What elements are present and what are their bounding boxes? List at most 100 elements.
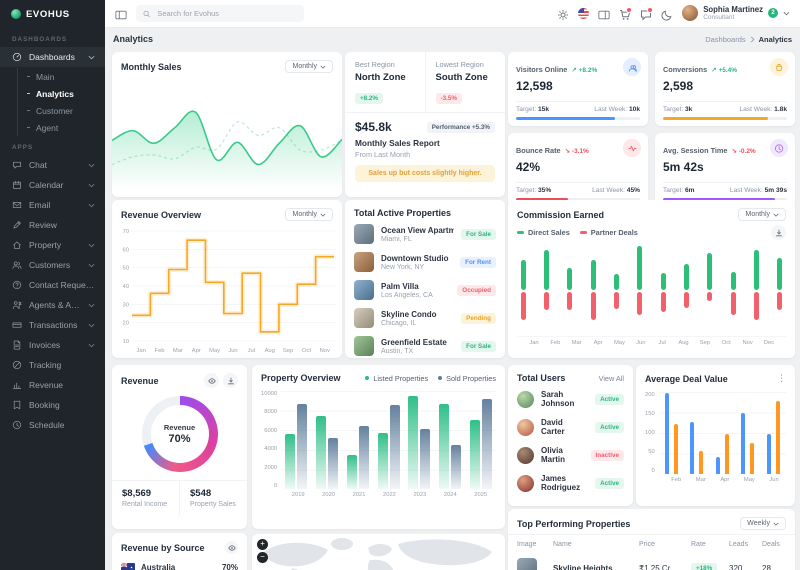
sidebar-item-customers[interactable]: Customers bbox=[0, 255, 105, 275]
sidebar-item-review[interactable]: Review bbox=[0, 215, 105, 235]
revenue-overview-range-dropdown[interactable]: Monthly bbox=[285, 208, 333, 221]
kpi-header: Avg. Session Time ↘ -0.2% bbox=[663, 140, 787, 158]
property-name: Greenfield Estate bbox=[381, 337, 447, 347]
map-zoom-out-button[interactable]: − bbox=[257, 552, 268, 563]
property-name: Skyline Heights bbox=[553, 563, 613, 570]
world-map[interactable] bbox=[252, 534, 505, 570]
x-axis-label: 2024 bbox=[443, 492, 457, 498]
breadcrumb-root[interactable]: Dashboards bbox=[705, 34, 746, 44]
table-row[interactable]: Skyline Heights ₹1.25 Cr +18% 320 28 bbox=[508, 554, 795, 570]
sold-bar bbox=[297, 403, 308, 489]
column-header-rate: Rate bbox=[691, 541, 706, 548]
dark-mode-moon-icon[interactable] bbox=[661, 8, 673, 21]
property-status-badge: For Sale bbox=[461, 340, 496, 352]
revenue-eye-button[interactable] bbox=[204, 373, 219, 388]
user-list-item[interactable]: David Carter Active bbox=[508, 413, 633, 441]
sidebar-item-agent[interactable]: Agent bbox=[18, 119, 105, 136]
user-menu[interactable]: Sophia Martinez Consultant 2 bbox=[682, 5, 790, 22]
sidebar-item-revenue[interactable]: Revenue bbox=[0, 375, 105, 395]
kpi-progress bbox=[663, 198, 787, 201]
eye-icon bbox=[207, 377, 216, 384]
user-avatar bbox=[517, 390, 534, 408]
commission-download-button[interactable] bbox=[771, 225, 786, 240]
sidebar-item-transactions[interactable]: Transactions bbox=[0, 315, 105, 335]
kebab-menu-icon[interactable]: ⋮ bbox=[777, 373, 786, 383]
property-list-item[interactable]: Skyline Condo Chicago, IL Pending bbox=[345, 304, 505, 332]
chevron-down-icon bbox=[320, 65, 326, 69]
settings-gear-icon[interactable] bbox=[557, 8, 569, 20]
property-list-item[interactable]: Downtown Studio New York, NY For Rent bbox=[345, 248, 505, 276]
sidebar-subitem-label: Main bbox=[36, 71, 55, 82]
logo[interactable]: EVOHUS bbox=[0, 0, 105, 28]
logo-text: EVOHUS bbox=[26, 8, 70, 20]
sidebar-item-schedule[interactable]: Schedule bbox=[0, 415, 105, 435]
sidebar-item-contact-requests[interactable]: Contact Requests bbox=[0, 275, 105, 295]
sidebar-item-chat[interactable]: Chat bbox=[0, 155, 105, 175]
sidebar-item-main[interactable]: Main bbox=[18, 68, 105, 85]
sidebar-item-agents-agencies[interactable]: Agents & Agencies bbox=[0, 295, 105, 315]
sidebar-item-dashboards[interactable]: Dashboards bbox=[0, 47, 105, 67]
commission-range-dropdown[interactable]: Monthly bbox=[738, 208, 786, 221]
logo-icon bbox=[11, 9, 21, 19]
svg-text:20: 20 bbox=[123, 321, 129, 327]
sidebar-subitem-label: Analytics bbox=[36, 88, 74, 99]
average-deal-y-axis: 200 150 100 50 0 bbox=[645, 392, 659, 474]
view-all-link[interactable]: View All bbox=[598, 373, 624, 383]
sidebar-item-analytics[interactable]: Analytics bbox=[18, 85, 105, 102]
column-header-name: Name bbox=[553, 541, 572, 548]
user-list-item[interactable]: James Rodriguez Active bbox=[508, 469, 633, 497]
svg-text:10: 10 bbox=[123, 339, 129, 345]
property-list-item[interactable]: Palm Villa Los Angeles, CA Occupied bbox=[345, 276, 505, 304]
sidebar-item-tracking[interactable]: Tracking bbox=[0, 355, 105, 375]
property-name: Skyline Condo bbox=[381, 309, 437, 319]
property-list-item[interactable]: Greenfield Estate Austin, TX For Sale bbox=[345, 332, 505, 358]
property-list-item[interactable]: Ocean View ApartmentMiami, FL For Sale bbox=[345, 220, 505, 248]
map-zoom-in-button[interactable]: + bbox=[257, 539, 268, 550]
sidebar-submenu: Main Analytics Customer Agent bbox=[17, 68, 105, 136]
commission-column-dec bbox=[777, 246, 783, 336]
svg-text:Aug: Aug bbox=[265, 348, 275, 354]
property-location: Los Angeles, CA bbox=[381, 291, 433, 299]
sidebar-item-invoices[interactable]: Invoices bbox=[0, 335, 105, 355]
top-performing-range-dropdown[interactable]: Weekly bbox=[740, 517, 786, 530]
messages-icon[interactable] bbox=[640, 6, 654, 20]
sidebar-toggle-icon[interactable] bbox=[115, 8, 127, 20]
property-thumbnail bbox=[354, 336, 374, 356]
monthly-sales-range-dropdown[interactable]: Monthly bbox=[285, 60, 333, 73]
layout-grid-icon[interactable] bbox=[598, 8, 610, 20]
kpi-progress bbox=[516, 117, 640, 120]
source-list-item[interactable]: Australia 70% bbox=[112, 557, 247, 570]
sidebar-item-property[interactable]: Property bbox=[0, 235, 105, 255]
language-flag-icon[interactable] bbox=[578, 8, 590, 19]
kpi-delta: ↗ +5.4% bbox=[711, 67, 738, 74]
y-axis-label: 0 bbox=[651, 468, 655, 474]
y-axis-label: 2000 bbox=[264, 464, 278, 471]
sidebar-item-booking[interactable]: Booking bbox=[0, 395, 105, 415]
property-thumbnail bbox=[354, 252, 374, 272]
y-axis-label: 8000 bbox=[264, 409, 278, 416]
map-card[interactable]: + − bbox=[252, 534, 505, 570]
sold-legend-dot bbox=[438, 376, 443, 380]
search-input[interactable] bbox=[155, 8, 297, 19]
kpi-card-avg-session-time: Avg. Session Time ↘ -0.2% 5m 42s Target: 6m… bbox=[655, 133, 795, 207]
contact-requests-icon bbox=[12, 280, 22, 290]
revenue-download-button[interactable] bbox=[223, 373, 238, 388]
lowest-region: Lowest Region South Zone -3.5% bbox=[424, 52, 506, 112]
sidebar-item-email[interactable]: Email bbox=[0, 195, 105, 215]
sidebar-item-calendar[interactable]: Calendar bbox=[0, 175, 105, 195]
revenue-source-eye-button[interactable] bbox=[225, 541, 238, 554]
user-list-item[interactable]: Sarah Johnson Active bbox=[508, 385, 633, 413]
user-name: Olivia Martin bbox=[541, 446, 565, 464]
transactions-icon bbox=[12, 322, 22, 328]
user-name: James Rodriguez bbox=[541, 474, 581, 492]
property-overview-bar-chart bbox=[281, 391, 496, 489]
cart-icon[interactable] bbox=[619, 6, 633, 20]
user-list-item[interactable]: Olivia Martin Inactive bbox=[508, 441, 633, 469]
svg-text:Mar: Mar bbox=[173, 348, 183, 354]
kpi-footer: Target: 35% Last Week: 45% bbox=[516, 187, 640, 194]
partner-deals-bar bbox=[684, 292, 690, 308]
sidebar-item-customer[interactable]: Customer bbox=[18, 102, 105, 119]
kpi-target: Target: 6m bbox=[663, 187, 695, 194]
deals-count: 28 bbox=[762, 563, 771, 570]
direct-sales-bar bbox=[730, 271, 736, 290]
